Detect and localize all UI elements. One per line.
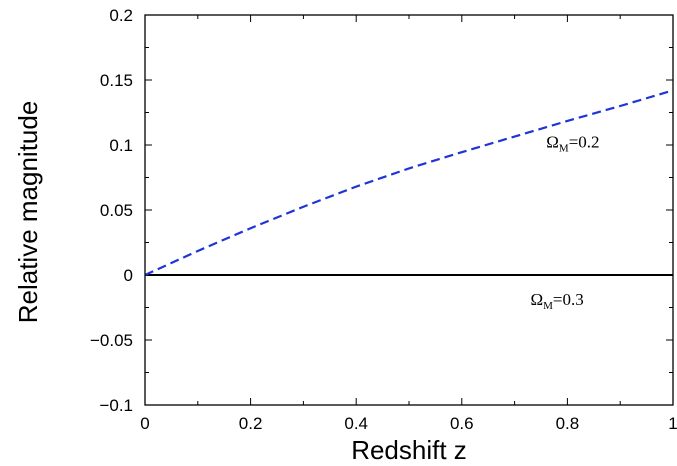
axis-ticks: [144, 14, 674, 406]
y-tick-label: 0: [124, 266, 133, 285]
plot-frame: [144, 14, 674, 406]
series-annotation: ΩM=0.3: [530, 290, 583, 312]
y-tick-label: −0.1: [99, 396, 133, 415]
series-lines: [144, 89, 674, 277]
series-line-2: [144, 89, 674, 277]
series-annotations: ΩM=0.3 ΩM=0.2: [530, 133, 599, 312]
x-tick-label: 0: [140, 414, 149, 433]
x-tick-label: 0.8: [556, 414, 580, 433]
y-tick-label: 0.2: [109, 6, 133, 25]
x-tick-label: 0.6: [450, 414, 474, 433]
y-tick-label: −0.05: [90, 331, 133, 350]
y-axis-label: Relative magnitude: [13, 101, 43, 324]
y-tick-label: 0.1: [109, 136, 133, 155]
x-tick-label: 0.2: [239, 414, 263, 433]
x-axis-label: Redshift z: [351, 435, 467, 465]
y-tick-label: 0.05: [100, 201, 133, 220]
y-tick-label: 0.15: [100, 71, 133, 90]
x-tick-label: 1: [668, 414, 677, 433]
x-tick-label: 0.4: [344, 414, 368, 433]
tick-labels: 0 0.2 0.4 0.6 0.8 1 −0.1 −0.05 0 0.05 0.1 0.15 0.2: [90, 6, 677, 433]
series-annotation: ΩM=0.2: [546, 133, 599, 155]
